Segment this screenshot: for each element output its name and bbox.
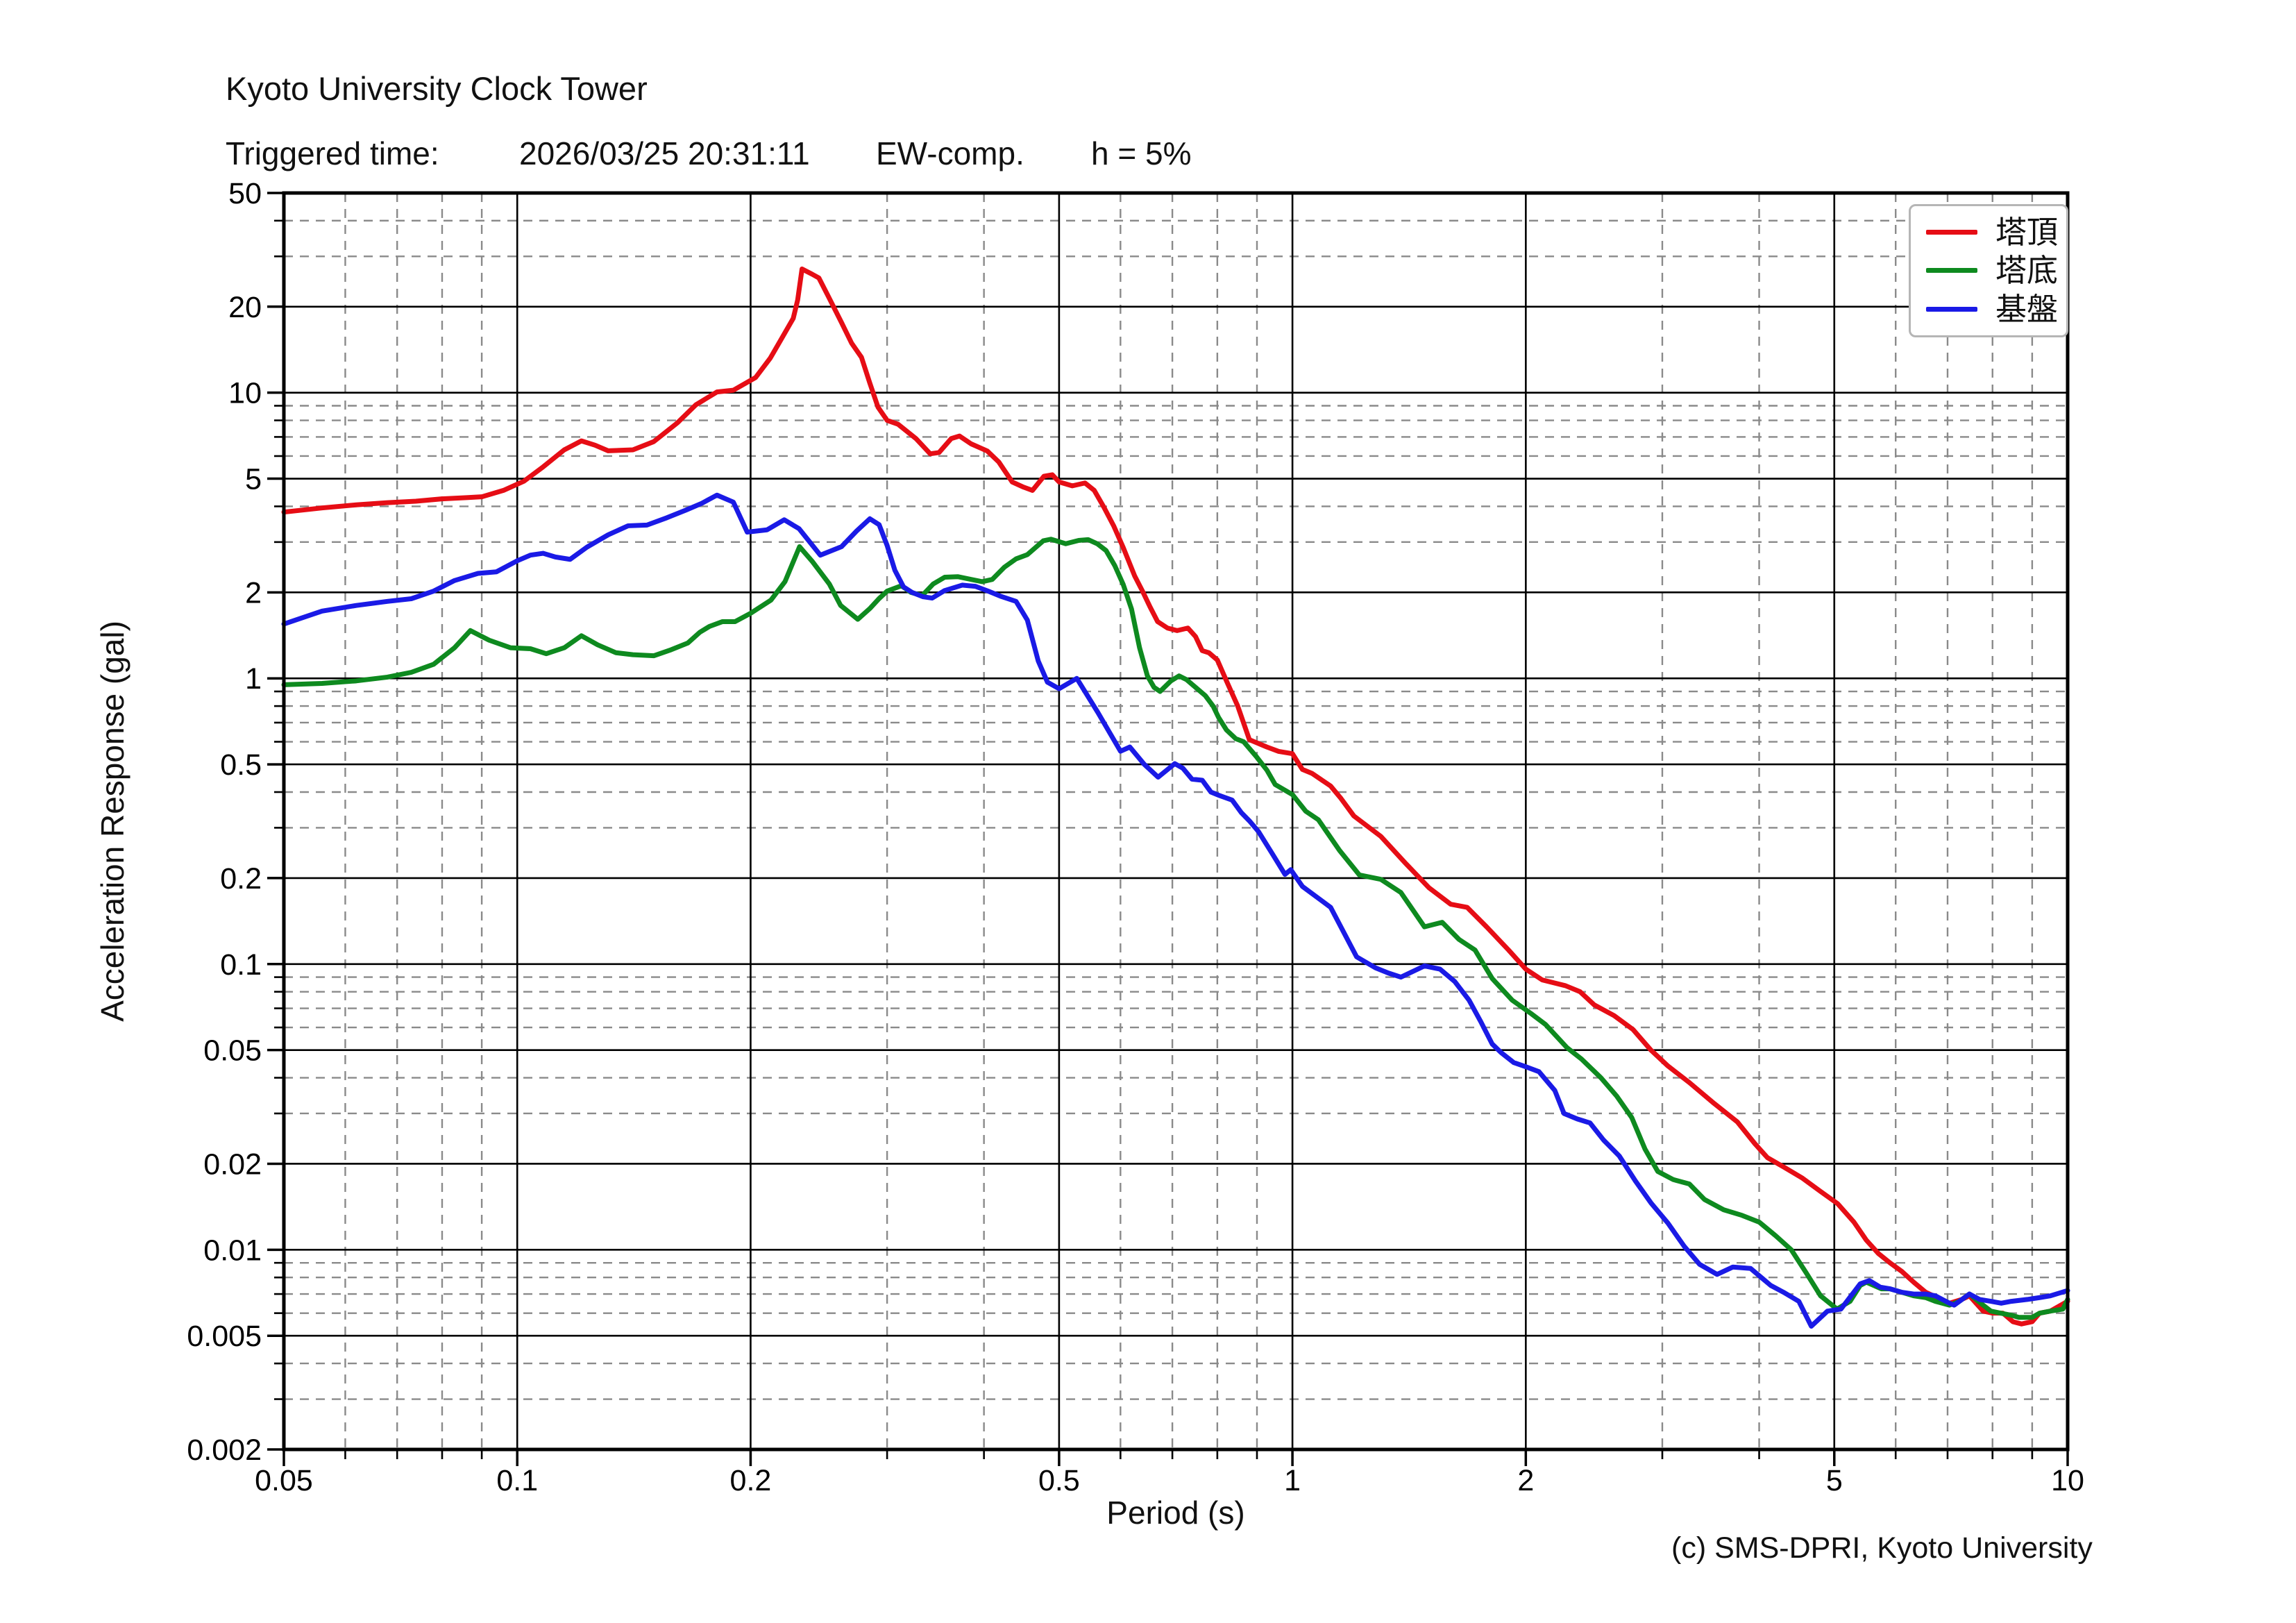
svg-text:20: 20 — [228, 291, 262, 324]
legend-box: 塔頂 塔底 基盤 — [1909, 204, 2068, 337]
svg-text:0.5: 0.5 — [1038, 1464, 1080, 1497]
svg-text:0.005: 0.005 — [187, 1320, 262, 1353]
svg-text:0.02: 0.02 — [203, 1147, 262, 1181]
svg-text:1: 1 — [245, 662, 262, 696]
svg-text:5: 5 — [1826, 1464, 1843, 1497]
legend-label-tower-top: 塔頂 — [1995, 215, 2059, 251]
component-label: EW-comp. — [876, 135, 1024, 171]
svg-text:2: 2 — [245, 576, 262, 609]
svg-text:10: 10 — [228, 377, 262, 410]
legend-swatch-base — [1926, 306, 1977, 312]
svg-text:0.002: 0.002 — [187, 1433, 262, 1467]
svg-text:0.01: 0.01 — [203, 1234, 262, 1267]
svg-text:5: 5 — [245, 463, 262, 496]
svg-text:0.1: 0.1 — [220, 948, 262, 982]
svg-text:0.05: 0.05 — [203, 1034, 262, 1068]
svg-text:1: 1 — [1284, 1464, 1301, 1497]
svg-text:2: 2 — [1517, 1464, 1534, 1497]
triggered-time-value: 2026/03/25 20:31:11 — [519, 135, 810, 171]
svg-text:0.05: 0.05 — [255, 1464, 313, 1497]
triggered-time-label: Triggered time: — [226, 135, 439, 171]
damping-label: h = 5% — [1091, 135, 1192, 171]
legend-item-tower-bottom: 塔底 — [1926, 255, 2058, 286]
svg-text:50: 50 — [228, 177, 262, 210]
svg-text:10: 10 — [2051, 1464, 2084, 1497]
legend-swatch-tower-top — [1926, 230, 1977, 235]
legend-swatch-tower-bottom — [1926, 268, 1977, 274]
y-axis-title: Acceleration Response (gal) — [94, 621, 130, 1022]
legend-item-base: 基盤 — [1926, 294, 2058, 325]
svg-text:0.5: 0.5 — [220, 748, 262, 782]
svg-text:0.1: 0.1 — [496, 1464, 538, 1497]
x-axis-title: Period (s) — [1106, 1495, 1245, 1531]
legend-item-tower-top: 塔頂 — [1926, 217, 2058, 248]
credit-text: (c) SMS-DPRI, Kyoto University — [1671, 1531, 2093, 1565]
page-title: Kyoto University Clock Tower — [226, 70, 648, 107]
svg-text:0.2: 0.2 — [730, 1464, 772, 1497]
svg-text:0.2: 0.2 — [220, 862, 262, 895]
legend-label-base: 基盤 — [1995, 291, 2059, 327]
legend-label-tower-bottom: 塔底 — [1995, 253, 2059, 289]
